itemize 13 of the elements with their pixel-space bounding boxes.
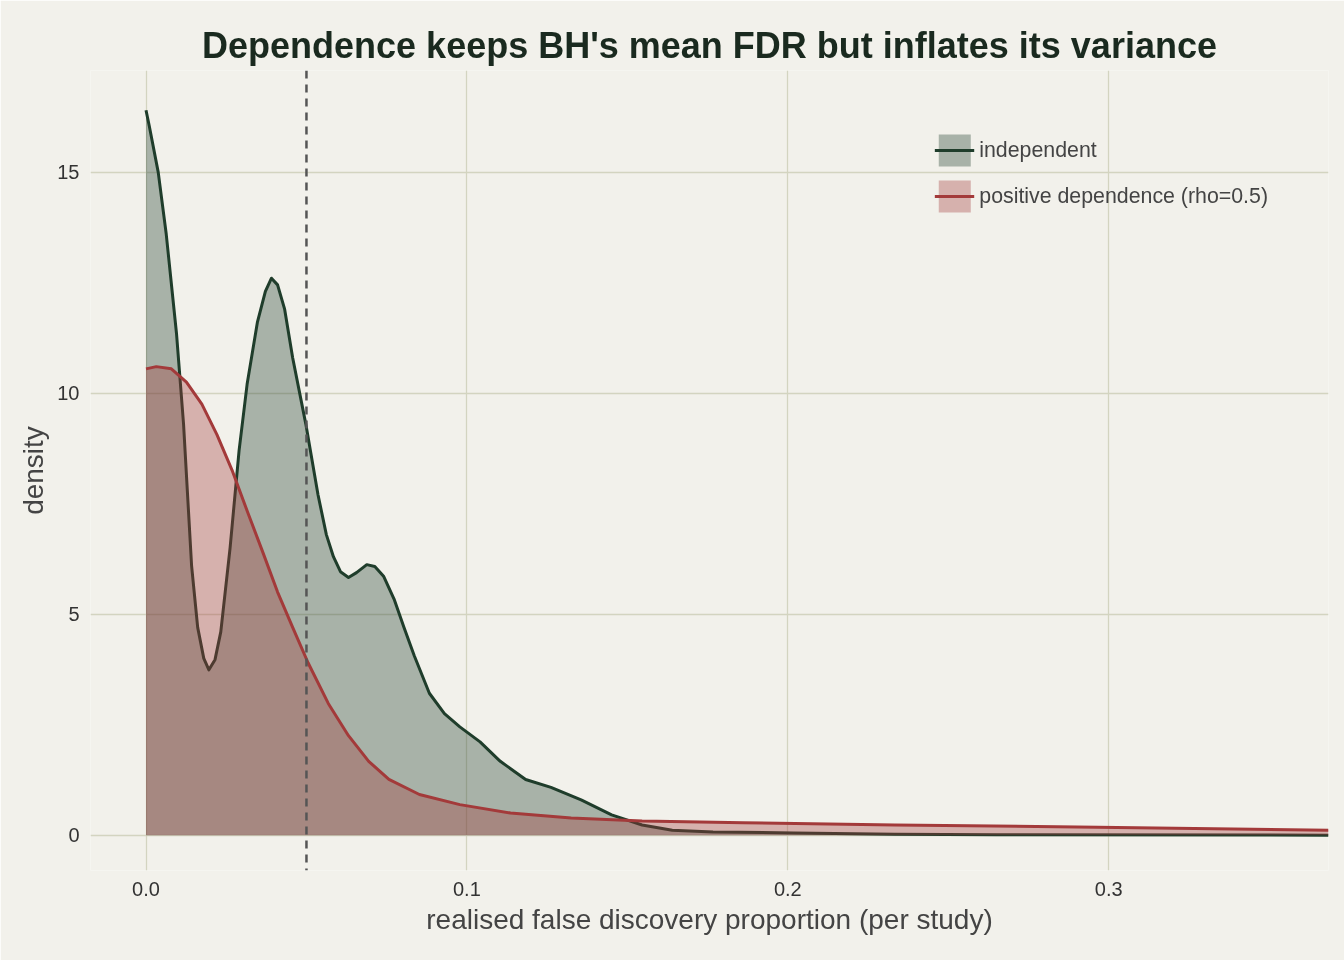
y-tick-label: 15 [57, 161, 80, 184]
x-tick-label: 0.3 [1094, 877, 1123, 900]
x-tick-label: 0.0 [132, 877, 160, 900]
y-tick-label: 5 [68, 603, 80, 626]
legend-label: independent [979, 137, 1097, 163]
y-tick-label: 0 [68, 824, 80, 847]
legend-label: positive dependence (rho=0.5) [979, 183, 1268, 209]
chart-title: Dependence keeps BH's mean FDR but inflates its variance [202, 24, 1217, 66]
x-axis-title: realised false discovery proportion (per study) [426, 903, 993, 935]
x-tick-label: 0.1 [453, 877, 481, 900]
y-tick-label: 10 [57, 382, 80, 405]
x-tick-label: 0.2 [773, 877, 802, 900]
y-axis-title: density [18, 426, 50, 515]
